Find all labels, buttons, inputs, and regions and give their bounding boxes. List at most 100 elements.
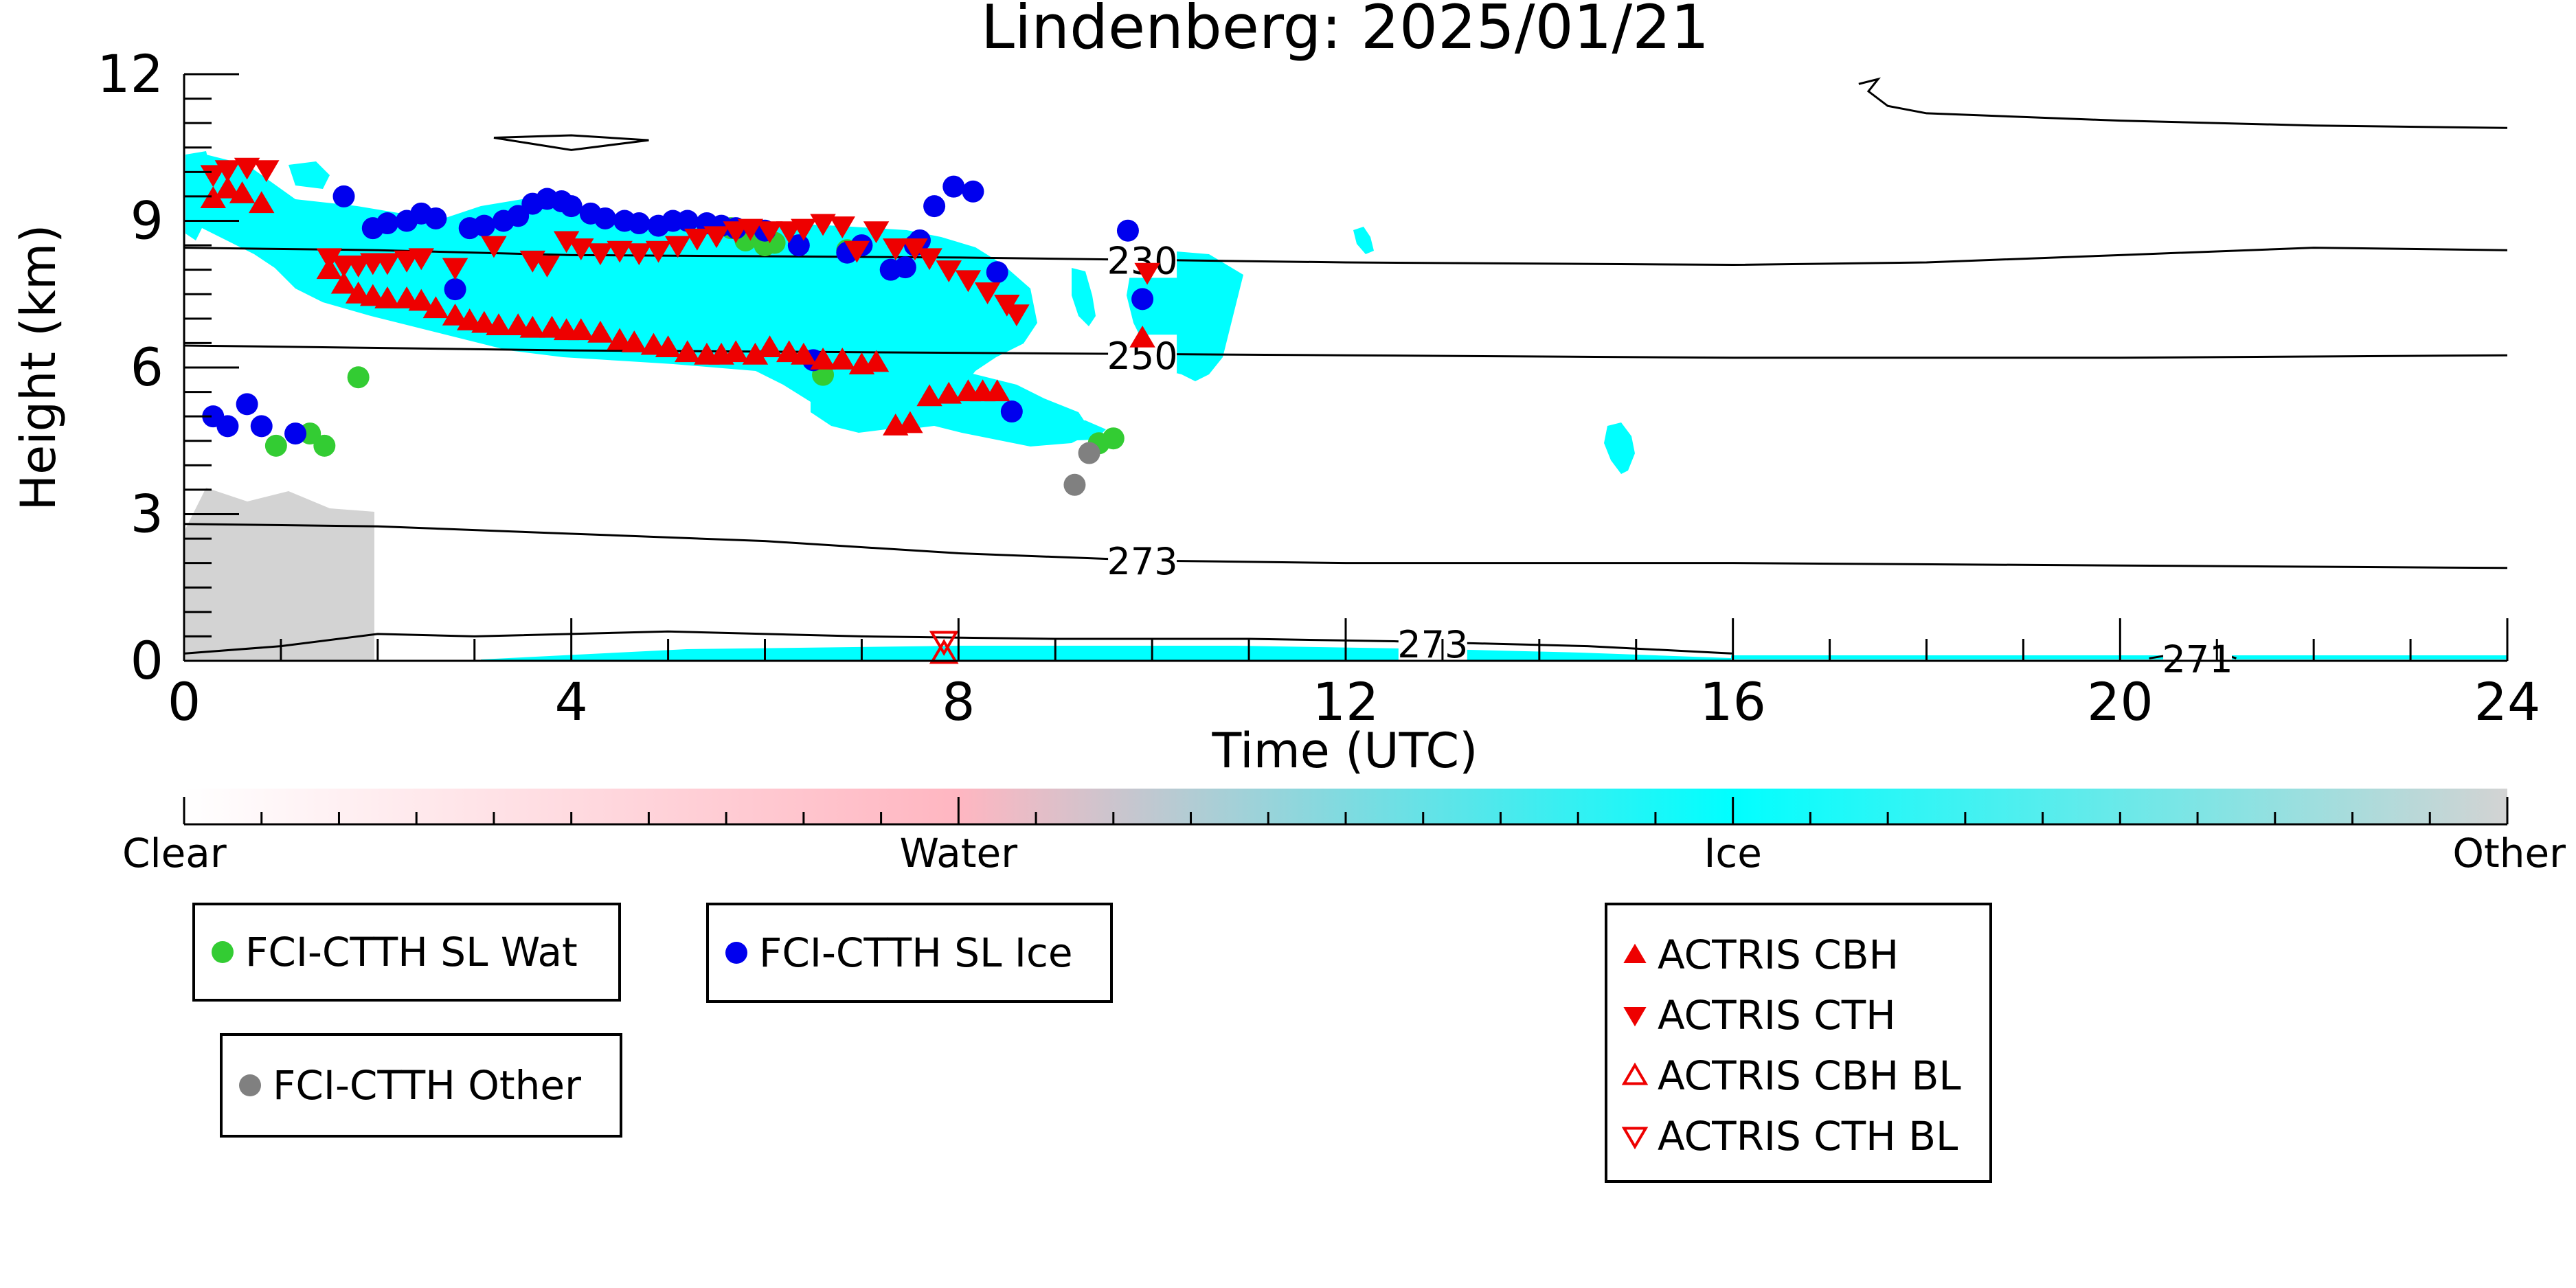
legend-actris-cth-label: ACTRIS CTH [1658,992,1896,1039]
actris-cth-marker [863,221,890,244]
fci-ctth-sl-ice-marker [986,261,1008,284]
actris-cth-marker [703,226,730,249]
actris-cth-marker [974,282,1001,305]
legend-frame [1605,903,1992,1183]
actris-cth-marker [936,260,962,282]
actris-cbh-marker [936,381,962,404]
fci-ctth-sl-ice-marker [473,214,495,237]
actris-cth-marker [234,157,260,180]
actris-cth-marker [664,236,691,258]
actris-cth-marker [408,248,434,271]
y-tick-label: 0 [131,630,163,691]
y-axis-label: Height (km) [10,225,67,511]
fci-ctth-sl-ice-marker [284,422,307,445]
actris-cth-marker [626,243,653,266]
fci-ctth-sl-ice-marker [444,278,466,301]
actris-cbh-marker [621,330,647,352]
marker-layer [200,157,1160,664]
contour-line [183,247,2508,267]
ice-cloud-region [1072,268,1096,326]
x-tick-label: 0 [168,671,201,732]
colorbar-labels: Clear Water Ice Other [122,830,2566,877]
contour-line [1858,77,2508,129]
fci-ctth-sl-wat-marker [347,366,370,389]
legend-frame [220,1033,622,1138]
actris-cth-marker [481,236,507,258]
actris-cbh-marker [791,342,817,365]
fci-ctth-sl-ice-marker [236,393,258,416]
legend-fci-ctth-other-label: FCI-CTTH Other [273,1062,581,1109]
fci-ctth-sl-ice-marker [216,415,239,438]
legend-actris-cbh-bl-label: ACTRIS CBH BL [1658,1052,1961,1099]
actris-cth-marker [883,238,909,260]
legend-box: ACTRIS CBH ACTRIS CTH ACTRIS CBH BL ACTRIS … [1605,903,1992,1183]
legend-fci-ctth-sl-ice-label: FCI-CTTH SL Ice [759,929,1073,976]
fci-ctth-sl-ice-marker [332,185,355,207]
actris-cbh-marker [519,315,546,338]
actris-cbh-marker [1129,325,1155,348]
actris-cbh-marker [863,350,890,372]
actris-cth-marker [587,243,613,266]
actris-cth-marker [829,216,855,238]
actris-cbh-marker [897,411,923,433]
fci-ctth-sl-ice-marker [962,180,984,203]
actris-cth-marker [776,221,802,244]
actris-cth-marker [1134,262,1160,285]
actris-cbh-marker [505,313,531,336]
actris-cbh-marker [756,335,783,358]
legend-actris-cth-marker [1623,1007,1647,1027]
fci-ctth-sl-ice-marker [1000,400,1023,423]
x-axis-ticks: 0 4 8 12 16 20 24 [168,618,2540,732]
actris-cth-marker [756,221,783,244]
cloud-mask-layer [185,151,2507,661]
actris-cbh-bl-marker [929,639,959,664]
actris-cbh-marker [330,271,357,294]
actris-cbh-marker [229,181,256,203]
actris-cbh-marker [360,284,386,306]
fci-ctth-sl-ice-marker [560,195,583,218]
fci-ctth-sl-ice-marker [250,415,273,438]
actris-cbh-marker [675,340,701,363]
contour-label: 273 [1107,540,1178,583]
contour-line [493,134,649,151]
actris-cth-marker [394,250,420,273]
legend-frame [192,903,621,1002]
actris-cbh-marker [408,289,434,311]
actris-cth-marker [810,214,836,236]
actris-cth-marker [534,256,561,278]
ice-cloud-region [1044,420,1106,441]
fci-ctth-sl-wat-marker [313,434,336,457]
actris-cth-marker [214,160,241,183]
legend-actris-cth-bl-marker [1621,1127,1649,1150]
legend-actris-cbh-label: ACTRIS CBH [1658,931,1899,978]
x-tick-label: 4 [554,671,587,732]
fci-ctth-other-marker [1078,442,1100,464]
x-tick-label: 8 [942,671,975,732]
actris-cbh-marker [984,379,1010,402]
actris-cbh-marker [422,296,449,319]
ice-cloud-region [289,161,330,189]
fci-ctth-sl-ice-marker [594,207,616,229]
actris-cbh-marker [723,340,749,363]
actris-cbh-marker [442,303,468,326]
actris-cbh-marker [539,315,565,338]
actris-cth-marker [374,253,400,275]
fci-ctth-sl-wat-marker [1102,427,1125,450]
fci-ctth-sl-ice-marker [676,210,699,232]
chart-title: Lindenberg: 2025/01/21 [981,0,1709,63]
actris-cth-marker [200,165,226,188]
actris-cth-marker [345,256,372,278]
actris-cth-marker [253,160,280,183]
actris-cbh-marker [640,332,667,355]
legend-area: FCI-CTTH SL Wat FCI-CTTH Other FCI-CTTH SL… [192,903,1992,1183]
legend-actris-cth-bl-label: ACTRIS CTH BL [1658,1113,1958,1160]
legend-frame [706,903,1113,1003]
legend-fci-ctth-sl-wat-marker [212,941,234,963]
contour-label: 271 [2162,637,2233,681]
fci-ctth-sl-ice-marker [942,175,965,198]
fci-ctth-sl-ice-marker [628,212,651,235]
legend-fci-ctth-other-marker [239,1074,261,1096]
actris-cbh-marker [810,347,836,370]
contour-label-bg [1108,540,1177,579]
colorbar-ticks [183,797,2509,824]
